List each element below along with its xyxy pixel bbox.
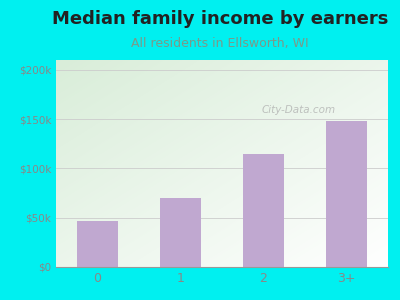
Text: Median family income by earners: Median family income by earners: [52, 11, 388, 28]
Bar: [326, 121, 367, 267]
Bar: [243, 154, 284, 267]
Bar: [160, 198, 201, 267]
Text: City-Data.com: City-Data.com: [261, 105, 336, 115]
Text: All residents in Ellsworth, WI: All residents in Ellsworth, WI: [131, 38, 309, 50]
Bar: [77, 221, 118, 267]
